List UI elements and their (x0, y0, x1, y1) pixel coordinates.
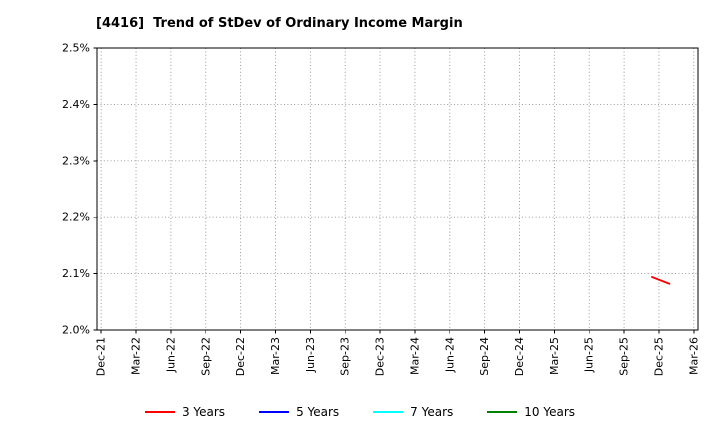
x-tick-label: Sep-25 (618, 337, 631, 376)
x-tick-label: Jun-23 (304, 337, 317, 373)
x-tick-label: Mar-23 (269, 337, 282, 375)
x-tick-label: Sep-22 (199, 337, 212, 376)
plot-border (96, 47, 699, 331)
x-tick-label: Dec-25 (652, 337, 665, 376)
x-tick-label: Dec-21 (95, 337, 108, 376)
y-tick-label: 2.1% (62, 267, 90, 280)
y-tick-label: 2.3% (62, 154, 90, 167)
y-tick-label: 2.2% (62, 211, 90, 224)
x-tick-label: Jun-24 (443, 337, 456, 373)
legend-label: 10 Years (524, 405, 576, 419)
legend-line-swatch (373, 411, 404, 413)
series-line-3-years (651, 276, 671, 285)
legend-line-swatch (487, 411, 518, 413)
legend-label: 7 Years (410, 405, 454, 419)
x-tick-label: Mar-22 (130, 337, 143, 375)
x-tick-label: Jun-25 (583, 337, 596, 373)
legend-line-swatch (144, 411, 175, 413)
legend-item: 3 Years (144, 405, 226, 419)
x-tick-label: Jun-22 (164, 337, 177, 373)
x-tick-label: Mar-24 (408, 337, 421, 375)
x-tick-label: Dec-23 (374, 337, 387, 376)
y-tick-label: 2.0% (62, 324, 90, 337)
legend-line-swatch (259, 411, 290, 413)
legend-item: 5 Years (259, 405, 339, 419)
legend-label: 3 Years (181, 405, 226, 419)
x-tick-label: Mar-25 (548, 337, 561, 375)
x-tick-label: Dec-24 (513, 337, 526, 376)
y-tick-label: 2.4% (62, 98, 90, 111)
legend: 3 Years 5 Years 7 Years 10 Years (0, 405, 720, 419)
legend-label: 5 Years (296, 405, 340, 419)
chart-title: [4416] Trend of StDev of Ordinary Income… (96, 16, 463, 31)
x-tick-label: Sep-24 (478, 337, 491, 376)
y-tick-label: 2.5% (62, 42, 90, 55)
x-tick-label: Sep-23 (339, 337, 352, 376)
legend-item: 10 Years (487, 405, 575, 419)
x-tick-label: Mar-26 (687, 337, 700, 375)
legend-item: 7 Years (373, 405, 453, 419)
x-tick-label: Dec-22 (234, 337, 247, 376)
